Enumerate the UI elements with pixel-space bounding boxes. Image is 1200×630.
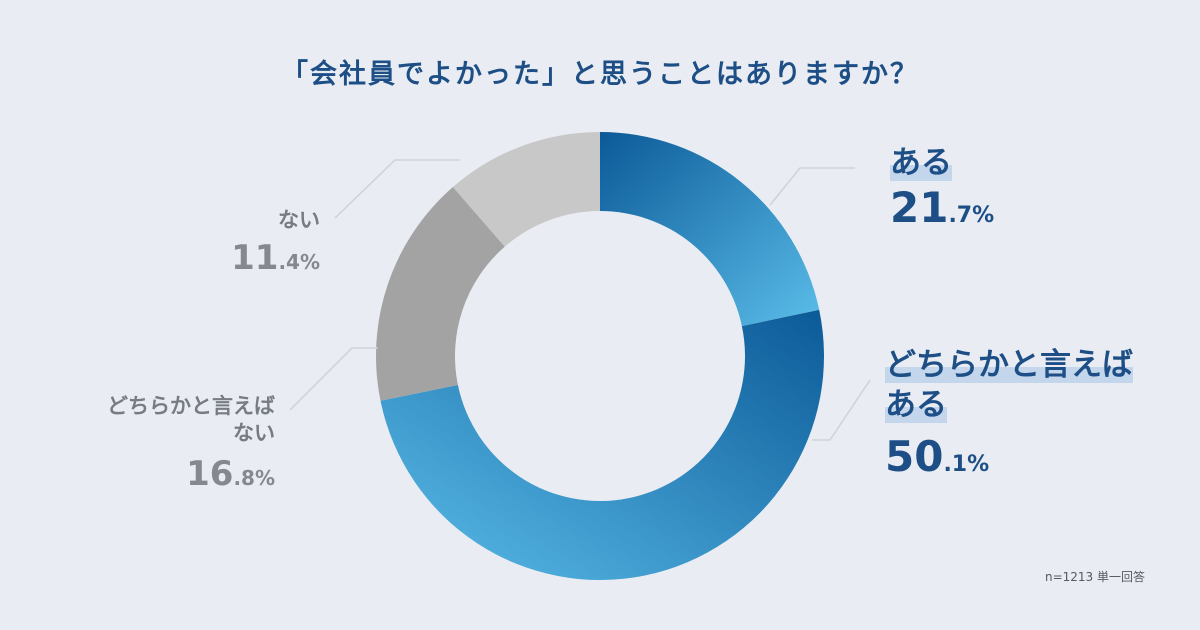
label-aru-value-int: 21 bbox=[890, 183, 949, 233]
label-nai: ない 11.4% bbox=[231, 207, 320, 278]
sample-note: n=1213 単一回答 bbox=[1044, 570, 1145, 584]
label-aru-text: ある bbox=[890, 145, 952, 181]
label-nai-text: ない bbox=[278, 208, 320, 232]
label-dochiraka-nai-line2: ない bbox=[233, 421, 275, 446]
label-dochiraka-nai-value-int: 16 bbox=[186, 453, 234, 494]
leader-dochiraka-aru bbox=[812, 379, 871, 441]
label-dochiraka-nai-value-dec: .8% bbox=[233, 465, 275, 490]
label-dochiraka-aru-line1: どちらかと言えば bbox=[885, 347, 1133, 383]
label-aru-value-dec: .7% bbox=[948, 203, 995, 229]
label-dochiraka-aru-value-int: 50 bbox=[885, 431, 944, 481]
slice-nai bbox=[452, 132, 600, 247]
label-nai-value-dec: .4% bbox=[278, 250, 320, 275]
slice-dochiraka-nai bbox=[376, 187, 505, 401]
label-dochiraka-aru-value-dec: .1% bbox=[943, 451, 990, 477]
leader-aru bbox=[769, 167, 855, 206]
label-nai-value-int: 11 bbox=[231, 238, 279, 279]
label-dochiraka-aru-line2: ある bbox=[885, 387, 947, 424]
label-dochiraka-nai-line1: どちらかと言えば bbox=[107, 394, 275, 418]
leader-nai bbox=[334, 159, 460, 219]
label-dochiraka-aru: どちらかと言えば ある 50.1% bbox=[885, 345, 1133, 481]
label-dochiraka-nai: どちらかと言えば ない 16.8% bbox=[107, 393, 275, 494]
chart-title: 「会社員でよかった」と思うことはありますか？ bbox=[281, 59, 919, 90]
leader-dochiraka-nai bbox=[289, 347, 378, 411]
slice-aru bbox=[600, 132, 820, 327]
label-aru: ある 21.7% bbox=[890, 143, 994, 232]
slice-dochiraka-aru bbox=[380, 309, 824, 580]
